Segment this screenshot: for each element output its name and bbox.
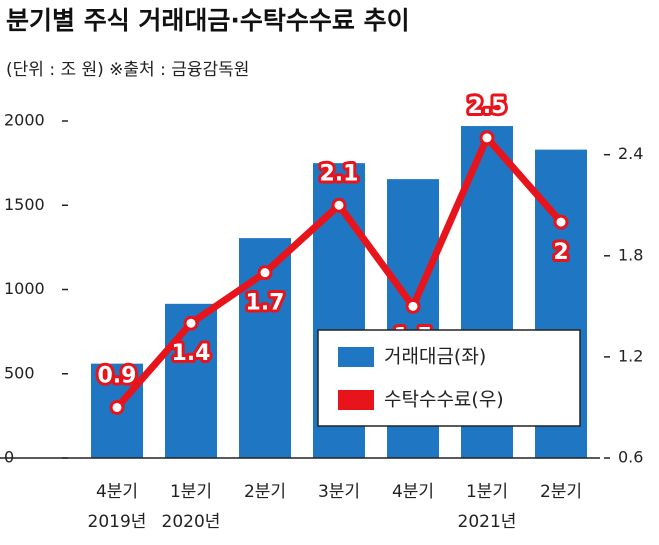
data-label: 2 <box>553 240 568 265</box>
x-year-label: 2021년 <box>458 512 517 532</box>
y-tick-label: 2000 <box>4 111 45 130</box>
legend-swatch <box>338 390 374 410</box>
y-tick-label: 1000 <box>4 279 45 298</box>
y-tick-label: 1500 <box>4 195 45 214</box>
y2-tick-label: 2.4 <box>618 144 643 163</box>
x-tick-label: 1분기 <box>466 482 508 502</box>
y2-tick-label: 1.8 <box>618 245 643 264</box>
data-label: 0.9 <box>98 363 137 388</box>
x-year-label: 2019년 <box>88 512 147 532</box>
x-tick-label: 3분기 <box>318 482 360 502</box>
marker <box>479 130 495 146</box>
marker <box>109 399 125 415</box>
legend-swatch <box>338 347 374 367</box>
marker <box>405 298 421 314</box>
y-tick-label: 500 <box>4 363 35 382</box>
legend-box <box>317 329 581 427</box>
chart-title: 분기별 주식 거래대금·수탁수수료 추이 <box>6 6 410 35</box>
data-label: 1.4 <box>172 341 211 366</box>
x-tick-label: 4분기 <box>392 482 434 502</box>
legend-label: 수탁수수료(우) <box>384 389 504 411</box>
data-label: 1.7 <box>246 291 285 316</box>
y2-tick-label: 0.6 <box>618 448 643 467</box>
y-tick-label: 0 <box>4 448 14 467</box>
marker <box>257 265 273 281</box>
x-tick-label: 4분기 <box>96 482 138 502</box>
x-tick-label: 1분기 <box>170 482 212 502</box>
x-tick-label: 2분기 <box>244 482 286 502</box>
data-label: 2.1 <box>320 161 359 186</box>
legend-label: 거래대금(좌) <box>384 346 486 368</box>
x-tick-label: 2분기 <box>540 482 582 502</box>
marker <box>553 214 569 230</box>
chart-subtitle: (단위 : 조 원) ※출처 : 금융감독원 <box>6 60 249 80</box>
marker <box>183 315 199 331</box>
x-year-label: 2020년 <box>162 512 221 532</box>
marker <box>331 197 347 213</box>
y2-tick-label: 1.2 <box>618 346 643 365</box>
data-label: 2.5 <box>468 94 507 119</box>
